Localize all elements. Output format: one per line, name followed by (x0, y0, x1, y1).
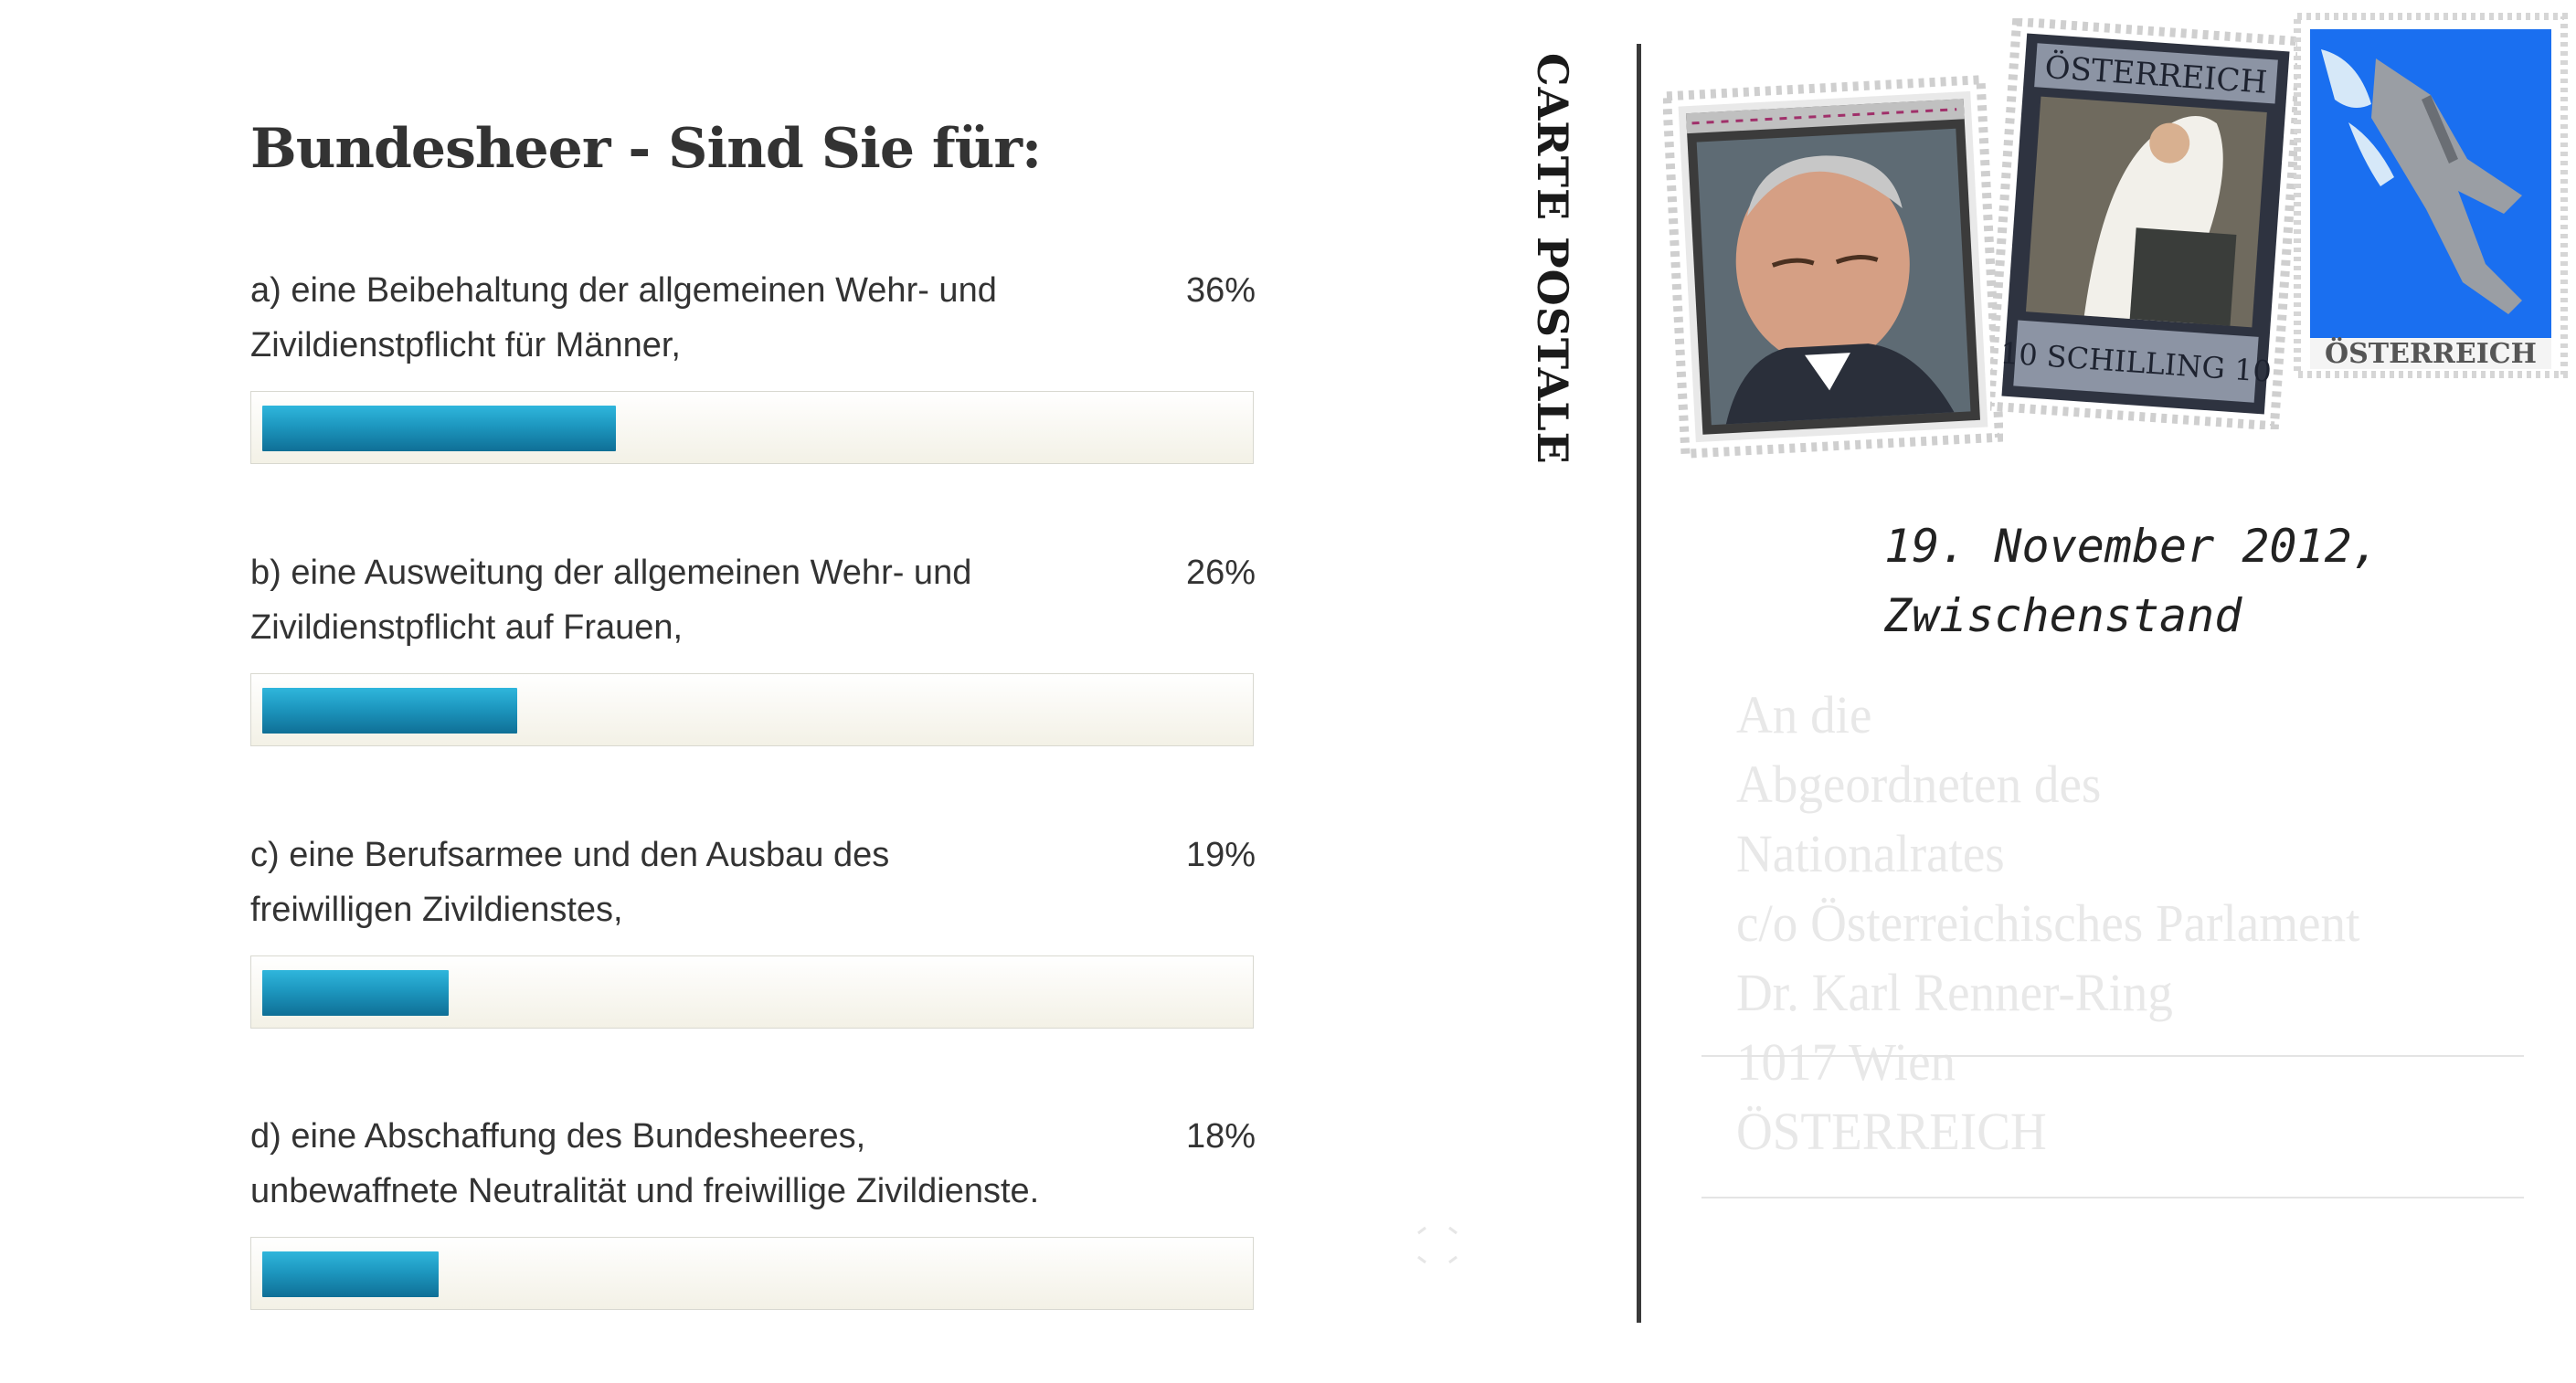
resize-handle-icon (1417, 1226, 1458, 1264)
schilling-stamp: ÖSTERREICH 10 SCHILLING 10 (1990, 18, 2301, 429)
option-text: a) eine Beibehaltung der allgemeinen Weh… (250, 271, 997, 364)
handwritten-note: 19. November 2012, Zwischenstand (1884, 512, 2380, 650)
result-bar-track (250, 1237, 1254, 1310)
result-bar-fill (262, 406, 616, 451)
option-percent: 19% (1185, 836, 1256, 874)
address-line: Abgeordneten des (1736, 755, 2102, 814)
address-underline (1701, 1197, 2524, 1198)
address-underline (1701, 1055, 2524, 1057)
option-text: d) eine Abschaffung des Bundesheeres, un… (250, 1117, 1040, 1210)
poll-option-c: c) eine Berufsarmee und den Ausbau des f… (250, 828, 1256, 1102)
poll-title: Bundesheer - Sind Sie für: (250, 117, 1042, 181)
note-date: 19. November 2012, (1884, 520, 2380, 573)
result-bar-track (250, 955, 1254, 1029)
portrait-stamp (1663, 75, 2003, 459)
poll-option-a: a) eine Beibehaltung der allgemeinen Weh… (250, 263, 1256, 537)
address-line: 1017 Wien (1736, 1032, 1956, 1092)
stamp-country: ÖSTERREICH (2325, 336, 2537, 370)
address-line: Nationalrates (1736, 824, 2005, 883)
portrait-stamp-icon (1663, 75, 2003, 459)
aircraft-stamp-icon: ÖSTERREICH (2294, 13, 2568, 378)
poll-panel: Bundesheer - Sind Sie für: a) eine Beibe… (250, 117, 1458, 1310)
result-bar-fill (262, 1251, 439, 1297)
option-text: b) eine Ausweitung der allgemeinen Wehr-… (250, 554, 972, 647)
poll-option-b: b) eine Ausweitung der allgemeinen Wehr-… (250, 545, 1256, 819)
option-text: c) eine Berufsarmee und den Ausbau des f… (250, 836, 890, 929)
result-bar-fill (262, 688, 517, 734)
poll-option-d: d) eine Abschaffung des Bundesheeres, un… (250, 1109, 1256, 1383)
aircraft-stamp: ÖSTERREICH (2294, 13, 2568, 378)
option-percent: 36% (1185, 271, 1256, 310)
carte-postale-label: CARTE POSTALE (1528, 53, 1577, 465)
address-line: c/o Österreichisches Parlament (1736, 893, 2360, 953)
address-line: Dr. Karl Renner-Ring (1736, 963, 2173, 1022)
option-percent: 26% (1185, 554, 1256, 592)
postcard-divider (1637, 44, 1641, 1323)
result-bar-fill (262, 970, 449, 1016)
note-status: Zwischenstand (1884, 589, 2242, 642)
address-line: An die (1736, 685, 1872, 744)
result-bar-track (250, 673, 1254, 746)
option-percent: 18% (1185, 1117, 1256, 1156)
result-bar-track (250, 391, 1254, 464)
address-line: ÖSTERREICH (1736, 1102, 2047, 1161)
schilling-stamp-icon: ÖSTERREICH 10 SCHILLING 10 (1990, 18, 2301, 429)
recipient-address: An die Abgeordneten des Nationalrates c/… (1736, 681, 2359, 1167)
